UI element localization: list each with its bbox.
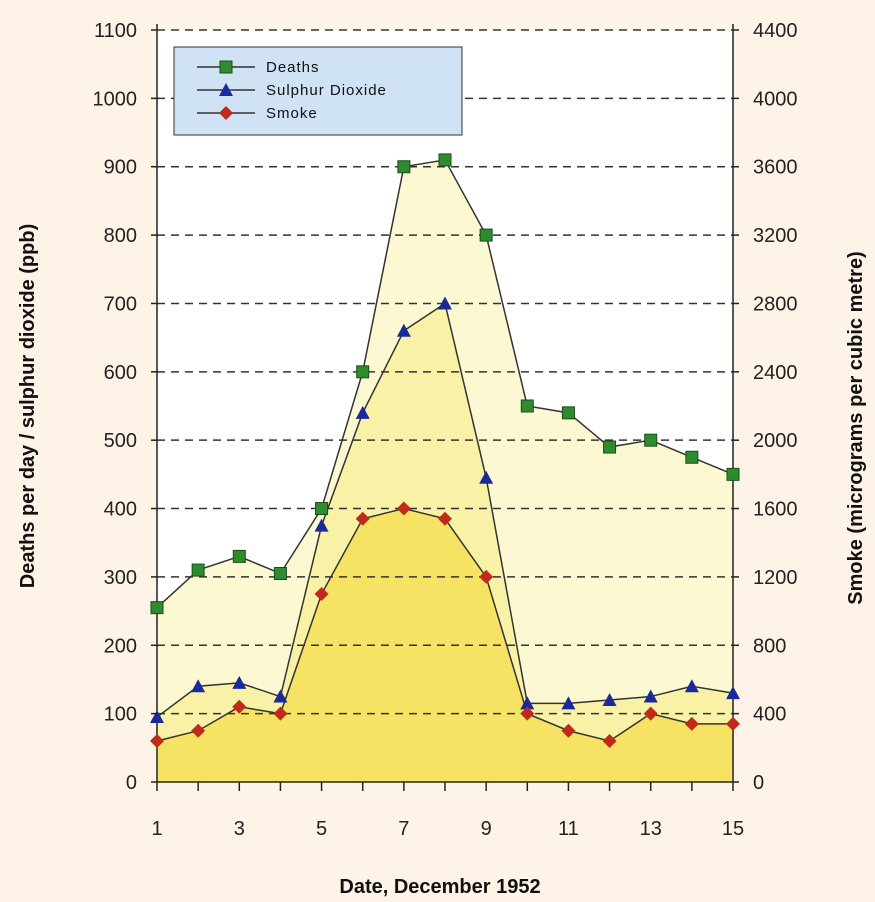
sulphur-dioxide-point (355, 405, 370, 419)
y-tick-label: 1100 (94, 20, 137, 42)
x-tick-label: 9 (481, 818, 492, 840)
smoke-point (643, 706, 658, 721)
y2-tick-label: 4400 (753, 20, 798, 42)
sulphur-dioxide-point (396, 323, 411, 337)
y-tick-label: 0 (126, 772, 137, 794)
smoke-point (273, 706, 288, 721)
deaths-point (273, 566, 287, 580)
y-tick-label: 700 (104, 293, 137, 315)
x-tick-label: 13 (640, 818, 662, 840)
legend-deaths-label: Deaths (266, 59, 320, 76)
legend-smoke-label: Smoke (266, 105, 318, 122)
y-axis-title: Deaths per day / sulphur dioxide (ppb) (17, 224, 39, 588)
smoke-point (396, 501, 411, 516)
y2-tick-label: 2800 (753, 293, 798, 315)
smoke-point (602, 733, 617, 748)
y-tick-label: 200 (104, 635, 137, 657)
sulphur-dioxide-point (150, 710, 164, 724)
legend-sulphur-marker (219, 83, 233, 96)
sulphur-dioxide-point (643, 689, 658, 703)
deaths-point (561, 406, 575, 420)
y2-tick-label: 400 (753, 704, 786, 726)
y-tick-label: 800 (104, 225, 137, 247)
deaths-point (603, 440, 617, 454)
y-tick-label: 1000 (93, 88, 138, 110)
sulphur-dioxide-point (602, 692, 617, 706)
x-tick-label: 15 (722, 818, 744, 840)
y2-tick-label: 2000 (753, 430, 798, 452)
smoke-point (726, 716, 740, 731)
sulphur-dioxide-point (561, 696, 576, 710)
legend: Deaths Sulphur Dioxide Smoke (173, 46, 463, 136)
deaths-point (232, 549, 246, 563)
smoke-point (150, 733, 164, 748)
deaths-point (438, 153, 452, 167)
smoke-point (232, 699, 247, 714)
sulphur-dioxide-point (684, 679, 699, 693)
smoke-point (191, 723, 206, 738)
x-tick-label: 11 (558, 818, 579, 840)
smoke-point (314, 587, 329, 601)
y-tick-label: 100 (104, 704, 137, 726)
smoke-point (520, 706, 535, 721)
legend-sulphur-label: Sulphur Dioxide (266, 82, 387, 99)
x-tick-label: 5 (316, 818, 327, 840)
deaths-point (520, 399, 534, 413)
smoke-point (355, 511, 370, 526)
sulphur-dioxide-point (726, 686, 740, 700)
smoke-point (479, 569, 494, 584)
sulphur-dioxide-point (479, 470, 494, 484)
x-axis-title: Date, December 1952 (339, 876, 540, 898)
sulphur-dioxide-point (232, 675, 247, 689)
deaths-point (150, 601, 164, 615)
smoke-point (438, 511, 452, 526)
y-tick-label: 600 (104, 362, 137, 384)
y2-axis-title: Smoke (micrograms per cubic metre) (845, 251, 867, 604)
deaths-point (315, 502, 329, 516)
legend-smoke-marker (219, 106, 233, 120)
deaths-point (479, 228, 493, 242)
y-tick-label: 900 (104, 157, 137, 179)
smoke-point (684, 716, 699, 731)
smoke-point (561, 723, 576, 738)
y2-tick-label: 2400 (753, 362, 798, 384)
deaths-point (397, 160, 411, 174)
deaths-point (191, 563, 205, 577)
sulphur-dioxide-point (438, 296, 452, 310)
y2-tick-label: 1600 (753, 499, 798, 521)
y-tick-label: 300 (104, 567, 137, 589)
y-tick-label: 400 (104, 499, 137, 521)
y2-tick-label: 800 (753, 635, 786, 657)
y2-tick-label: 1200 (753, 567, 798, 589)
y2-tick-label: 3200 (753, 225, 798, 247)
deaths-point (356, 365, 370, 379)
sulphur-dioxide-point (191, 679, 206, 693)
y2-tick-label: 4000 (753, 88, 798, 110)
deaths-point (726, 467, 740, 481)
sulphur-dioxide-point (273, 689, 288, 703)
legend-deaths-marker (219, 60, 233, 74)
y2-tick-label: 0 (753, 772, 764, 794)
x-tick-label: 7 (398, 818, 409, 840)
sulphur-dioxide-point (520, 696, 535, 710)
y2-tick-label: 3600 (753, 157, 798, 179)
x-tick-label: 1 (151, 818, 162, 840)
deaths-point (685, 450, 699, 464)
y-tick-label: 500 (104, 430, 137, 452)
deaths-point (644, 433, 658, 447)
sulphur-dioxide-point (314, 518, 329, 532)
x-tick-label: 3 (234, 818, 245, 840)
